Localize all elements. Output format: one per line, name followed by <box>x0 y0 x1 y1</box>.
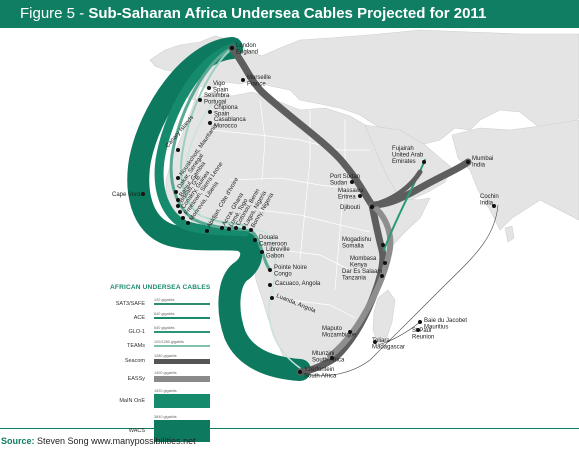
label-yzerfontein: Yzerfontein South Africa <box>304 367 337 380</box>
footer-rule <box>0 428 579 429</box>
legend-item-glo-1: 640 gigabits GLO-1 <box>110 326 220 336</box>
legend-swatch <box>154 331 210 333</box>
legend-capacity: 640 gigabits <box>154 312 174 316</box>
label-stpaul: St Paul Reunion <box>412 328 434 341</box>
legend-item-ace: 640 gigabits ACE <box>110 312 220 322</box>
legend-capacity: 640 gigabits <box>154 326 174 330</box>
legend-name: TEAMs <box>110 343 145 349</box>
legend-item-sat3-safe: 120 gigabits SAT3/SAFE <box>110 298 220 308</box>
source-line: Source: Steven Song www.manypossibilitie… <box>1 436 196 446</box>
label-cacuaco: Cacuaco, Angola <box>275 281 321 287</box>
legend-swatch <box>154 359 210 364</box>
label-london: London England <box>236 43 258 56</box>
legend-swatch <box>154 303 210 305</box>
figure-header: Figure 5 - Sub-Saharan Africa Undersea C… <box>0 0 579 28</box>
legend-name: WACS <box>110 428 145 434</box>
legend-swatch <box>154 394 210 408</box>
label-djibouti: Djibouti <box>340 205 360 211</box>
legend-capacity: 1400 gigabits <box>154 371 177 375</box>
legend-swatch <box>154 345 210 347</box>
source-text: Steven Song www.manypossibilities.net <box>37 436 196 446</box>
legend-name: GLO-1 <box>110 329 145 335</box>
figure-number: Figure 5 - <box>20 5 88 22</box>
legend-item-eassy: 1400 gigabits EASSy <box>110 371 220 385</box>
legend-capacity: 120/1280 gigabits <box>154 340 184 344</box>
legend-item-main-one: 1920 gigabits MaIN OnE <box>110 389 220 411</box>
legend-swatch <box>154 376 210 382</box>
legend-capacity: 1920 gigabits <box>154 389 177 393</box>
legend-title: AFRICAN UNDERSEA CABLES <box>110 284 222 291</box>
legend-capacity: 3840 gigabits <box>154 415 177 419</box>
source-label: Source: <box>1 436 35 446</box>
legend-capacity: 1280 gigabits <box>154 354 177 358</box>
label-sesimbra: Sesimbra Portugal <box>204 93 230 106</box>
legend-name: SAT3/SAFE <box>110 301 145 307</box>
legend-name: ACE <box>110 315 145 321</box>
legend-name: EASSy <box>110 376 145 382</box>
legend-item-teams: 120/1280 gigabits TEAMs <box>110 340 220 350</box>
figure-title-text: Sub-Saharan Africa Undersea Cables Proje… <box>88 5 486 22</box>
legend-name: MaIN OnE <box>110 398 145 404</box>
legend-capacity: 120 gigabits <box>154 298 174 302</box>
legend-name: Seacom <box>110 358 145 364</box>
figure-title: Figure 5 - Sub-Saharan Africa Undersea C… <box>20 5 486 22</box>
legend-swatch <box>154 317 210 319</box>
legend-item-seacom: 1280 gigabits Seacom <box>110 354 220 367</box>
label-capeverde: Cape Verde <box>112 192 144 198</box>
